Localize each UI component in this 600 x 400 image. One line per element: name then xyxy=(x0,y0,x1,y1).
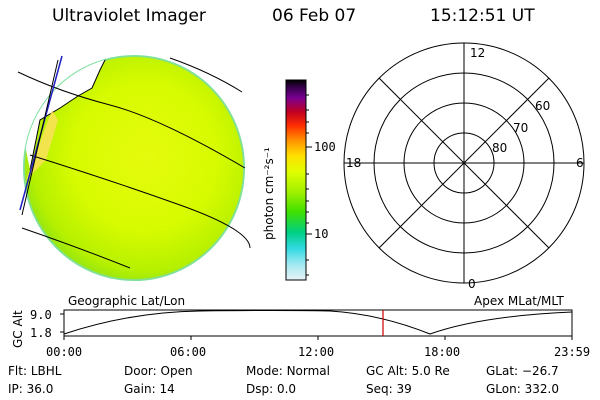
x-tick-2359: 23:59 xyxy=(554,345,591,359)
x-tick-0600: 06:00 xyxy=(170,345,207,359)
header-time: 15:12:51 UT xyxy=(430,6,535,26)
status-glon: GLon: 332.0 xyxy=(486,382,559,396)
status-ip: IP: 36.0 xyxy=(8,382,54,396)
status-seq: Seq: 39 xyxy=(366,382,412,396)
status-dsp: Dsp: 0.0 xyxy=(246,382,297,396)
colorbar-tick-10: 10 xyxy=(314,227,329,241)
status-door: Door: Open xyxy=(124,364,193,378)
lat-label-70: 70 xyxy=(513,121,529,135)
geo-latlon-label: Geographic Lat/Lon xyxy=(68,294,186,308)
colorbar-tick-100: 100 xyxy=(314,140,336,154)
mlt-label-12: 12 xyxy=(470,46,486,60)
x-tick-1800: 18:00 xyxy=(424,345,461,359)
header-date: 06 Feb 07 xyxy=(272,6,357,26)
status-gain: Gain: 14 xyxy=(124,382,175,396)
timeline-plot xyxy=(60,309,573,340)
status-gc-alt: GC Alt: 5.0 Re xyxy=(366,364,450,378)
geo-grid-lines xyxy=(17,55,251,269)
lat-label-60: 60 xyxy=(535,99,551,113)
x-tick-0000: 00:00 xyxy=(46,345,83,359)
app-title: Ultraviolet Imager xyxy=(52,6,206,26)
mlt-label-0: 0 xyxy=(468,277,476,291)
earth-disk-image xyxy=(17,55,251,281)
status-glat: GLat: −26.7 xyxy=(486,364,559,378)
status-mode: Mode: Normal xyxy=(246,364,330,378)
status-flt: Flt: LBHL xyxy=(8,364,62,378)
color-bar xyxy=(285,79,312,281)
mlt-label-18: 18 xyxy=(346,156,362,170)
y-tick-high: 9.0 xyxy=(30,308,52,322)
y-tick-low: 1.8 xyxy=(30,326,52,340)
lat-label-80: 80 xyxy=(492,141,508,155)
gc-alt-axis-label: GC Alt xyxy=(11,310,25,348)
colorbar-unit-label: photon cm⁻²s⁻¹ xyxy=(262,147,276,240)
mlt-label-6: 6 xyxy=(576,156,584,170)
polar-plot xyxy=(343,42,585,284)
x-tick-1200: 12:00 xyxy=(298,345,335,359)
apex-mlat-label: Apex MLat/MLT xyxy=(474,294,564,308)
